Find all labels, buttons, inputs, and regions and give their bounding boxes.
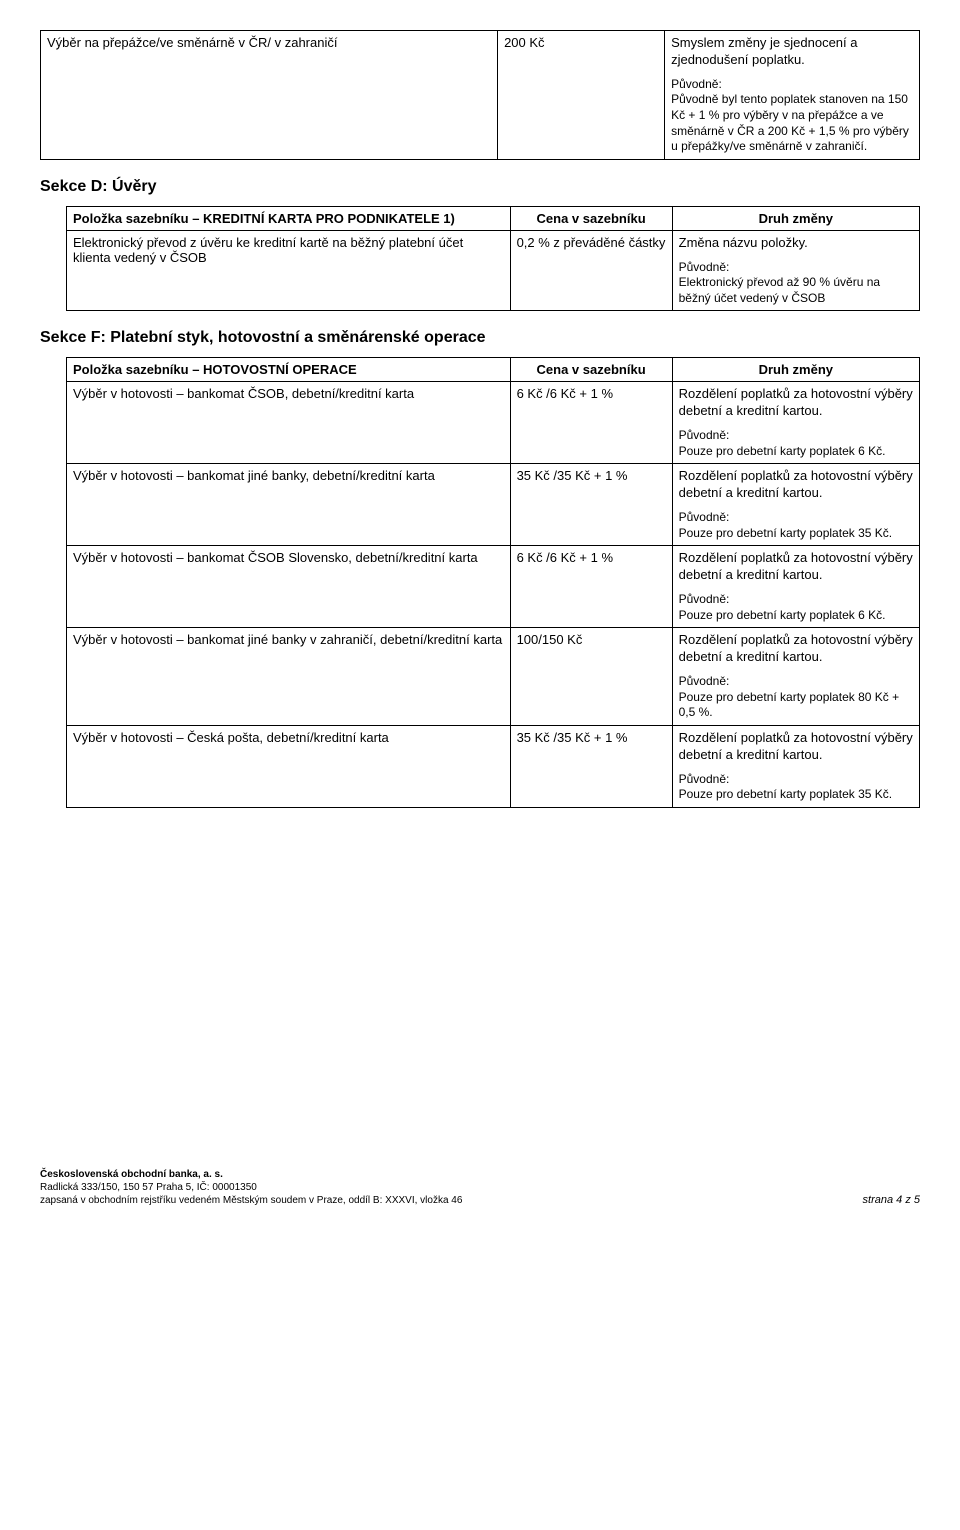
change-puv-label: Původně: bbox=[679, 674, 913, 690]
change-puv-label: Původně: bbox=[679, 592, 913, 608]
change-puv-label: Původně: bbox=[671, 77, 913, 93]
cell-item: Výběr na přepážce/ve směnárně v ČR/ v za… bbox=[41, 31, 498, 160]
cell-price: 35 Kč /35 Kč + 1 % bbox=[510, 464, 672, 546]
change-lead: Změna názvu položky. bbox=[679, 235, 913, 252]
cell-change: Rozdělení poplatků za hotovostní výběry … bbox=[672, 725, 919, 807]
cell-item: Výběr v hotovosti – bankomat ČSOB, debet… bbox=[67, 382, 511, 464]
section-d-table: Položka sazebníku – KREDITNÍ KARTA PRO P… bbox=[66, 206, 920, 312]
cell-item: Výběr v hotovosti – bankomat jiné banky … bbox=[67, 628, 511, 726]
cell-item: Výběr v hotovosti – bankomat ČSOB Sloven… bbox=[67, 546, 511, 628]
table-header-row: Položka sazebníku – KREDITNÍ KARTA PRO P… bbox=[67, 206, 920, 230]
cell-price: 35 Kč /35 Kč + 1 % bbox=[510, 725, 672, 807]
cell-item: Elektronický převod z úvěru ke kreditní … bbox=[67, 230, 511, 311]
footer-registry: zapsaná v obchodním rejstříku vedeném Mě… bbox=[40, 1194, 462, 1207]
cell-change: Změna názvu položky. Původně: Elektronic… bbox=[672, 230, 919, 311]
table-row: Výběr v hotovosti – bankomat ČSOB, debet… bbox=[67, 382, 920, 464]
table-row: Výběr v hotovosti – bankomat jiné banky,… bbox=[67, 464, 920, 546]
cell-price: 6 Kč /6 Kč + 1 % bbox=[510, 546, 672, 628]
change-lead: Rozdělení poplatků za hotovostní výběry … bbox=[679, 550, 913, 584]
page-footer: Československá obchodní banka, a. s. Rad… bbox=[40, 1168, 920, 1207]
table-row: Výběr v hotovosti – bankomat ČSOB Sloven… bbox=[67, 546, 920, 628]
footer-address: Radlická 333/150, 150 57 Praha 5, IČ: 00… bbox=[40, 1181, 462, 1194]
section-f-heading: Sekce F: Platební styk, hotovostní a smě… bbox=[40, 329, 920, 347]
cell-change: Rozdělení poplatků za hotovostní výběry … bbox=[672, 628, 919, 726]
header-col2: Cena v sazebníku bbox=[510, 206, 672, 230]
header-col1: Položka sazebníku – KREDITNÍ KARTA PRO P… bbox=[67, 206, 511, 230]
footer-page: strana 4 z 5 bbox=[863, 1193, 920, 1207]
change-puv-text: Pouze pro debetní karty poplatek 80 Kč +… bbox=[679, 690, 913, 721]
change-puv-text: Pouze pro debetní karty poplatek 35 Kč. bbox=[679, 526, 913, 542]
header-col1: Položka sazebníku – HOTOVOSTNÍ OPERACE bbox=[67, 358, 511, 382]
cell-change: Rozdělení poplatků za hotovostní výběry … bbox=[672, 546, 919, 628]
change-lead: Rozdělení poplatků za hotovostní výběry … bbox=[679, 468, 913, 502]
cell-price: 0,2 % z převáděné částky bbox=[510, 230, 672, 311]
section-d-heading: Sekce D: Úvěry bbox=[40, 178, 920, 196]
change-puv-text: Původně byl tento poplatek stanoven na 1… bbox=[671, 92, 913, 154]
table-row: Výběr v hotovosti – bankomat jiné banky … bbox=[67, 628, 920, 726]
change-puv-label: Původně: bbox=[679, 428, 913, 444]
header-col2: Cena v sazebníku bbox=[510, 358, 672, 382]
change-puv-label: Původně: bbox=[679, 772, 913, 788]
cell-item: Výběr v hotovosti – bankomat jiné banky,… bbox=[67, 464, 511, 546]
header-col3: Druh změny bbox=[672, 206, 919, 230]
header-col3: Druh změny bbox=[672, 358, 919, 382]
footer-company: Československá obchodní banka, a. s. bbox=[40, 1169, 223, 1180]
cell-price: 200 Kč bbox=[498, 31, 665, 160]
change-lead: Rozdělení poplatků za hotovostní výběry … bbox=[679, 730, 913, 764]
cell-price: 100/150 Kč bbox=[510, 628, 672, 726]
change-lead: Rozdělení poplatků za hotovostní výběry … bbox=[679, 632, 913, 666]
change-puv-text: Pouze pro debetní karty poplatek 6 Kč. bbox=[679, 608, 913, 624]
cell-change: Smyslem změny je sjednocení a zjednoduše… bbox=[665, 31, 920, 160]
change-puv-text: Pouze pro debetní karty poplatek 35 Kč. bbox=[679, 787, 913, 803]
cell-change: Rozdělení poplatků za hotovostní výběry … bbox=[672, 464, 919, 546]
table-row: Výběr v hotovosti – Česká pošta, debetní… bbox=[67, 725, 920, 807]
cell-item: Výběr v hotovosti – Česká pošta, debetní… bbox=[67, 725, 511, 807]
footer-left: Československá obchodní banka, a. s. Rad… bbox=[40, 1168, 462, 1207]
change-puv-label: Původně: bbox=[679, 260, 913, 276]
change-puv-text: Elektronický převod až 90 % úvěru na běž… bbox=[679, 275, 913, 306]
cell-change: Rozdělení poplatků za hotovostní výběry … bbox=[672, 382, 919, 464]
change-lead: Rozdělení poplatků za hotovostní výběry … bbox=[679, 386, 913, 420]
table-row: Výběr na přepážce/ve směnárně v ČR/ v za… bbox=[41, 31, 920, 160]
change-lead: Smyslem změny je sjednocení a zjednoduše… bbox=[671, 35, 913, 69]
change-puv-text: Pouze pro debetní karty poplatek 6 Kč. bbox=[679, 444, 913, 460]
cell-price: 6 Kč /6 Kč + 1 % bbox=[510, 382, 672, 464]
table-row: Elektronický převod z úvěru ke kreditní … bbox=[67, 230, 920, 311]
section-f-table: Položka sazebníku – HOTOVOSTNÍ OPERACE C… bbox=[66, 357, 920, 807]
top-table: Výběr na přepážce/ve směnárně v ČR/ v za… bbox=[40, 30, 920, 160]
change-puv-label: Původně: bbox=[679, 510, 913, 526]
table-header-row: Položka sazebníku – HOTOVOSTNÍ OPERACE C… bbox=[67, 358, 920, 382]
